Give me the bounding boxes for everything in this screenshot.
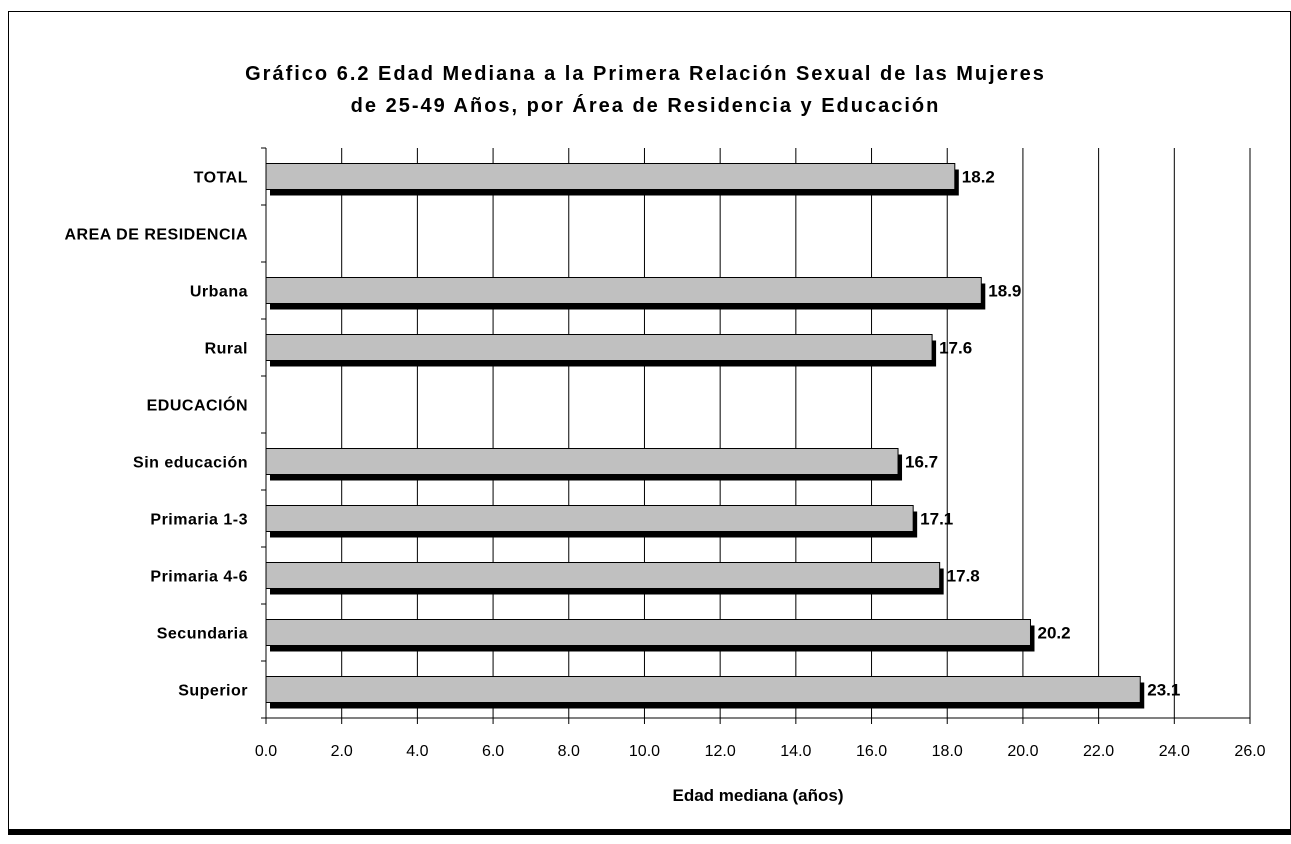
x-tick-label: 22.0 [1083, 743, 1114, 760]
category-label: Rural [205, 341, 248, 358]
category-label: AREA DE RESIDENCIA [64, 227, 248, 244]
x-tick-label: 16.0 [856, 743, 887, 760]
x-tick-label: 0.0 [255, 743, 277, 760]
x-tick-label: 4.0 [406, 743, 428, 760]
bars [265, 163, 1145, 709]
x-tick-label: 2.0 [331, 743, 353, 760]
chart-title: Gráfico 6.2 Edad Mediana a la Primera Re… [0, 58, 1291, 122]
bottom-rule [8, 829, 1291, 835]
bar [265, 277, 982, 304]
bar [265, 334, 933, 361]
value-label: 20.2 [1037, 624, 1070, 643]
x-tick-label: 18.0 [932, 743, 963, 760]
category-label: Primaria 4-6 [150, 569, 248, 586]
category-label: EDUCACIÓN [147, 396, 248, 415]
category-label: Urbana [190, 284, 248, 301]
x-tick-label: 26.0 [1234, 743, 1265, 760]
value-label: 17.8 [947, 567, 980, 586]
category-label: TOTAL [194, 170, 248, 187]
value-label: 18.2 [962, 168, 995, 187]
category-label: Superior [178, 683, 248, 700]
bar [265, 562, 941, 589]
category-label: Sin educación [133, 455, 248, 472]
chart-title-line-1: Gráfico 6.2 Edad Mediana a la Primera Re… [245, 63, 1046, 85]
x-tick-label: 24.0 [1159, 743, 1190, 760]
category-label: Secundaria [157, 626, 248, 643]
value-label: 17.1 [920, 510, 953, 529]
bar [265, 619, 1031, 646]
x-tick-label: 14.0 [780, 743, 811, 760]
labels: 0.0 2.0 4.0 6.0 8.0 10.0 12.0 14.0 16.0 18.0 20.0 2… [64, 168, 1265, 761]
bar [265, 163, 956, 190]
value-label: 16.7 [905, 453, 938, 472]
x-tick-label: 6.0 [482, 743, 504, 760]
bar [265, 448, 899, 475]
value-label: 23.1 [1147, 681, 1180, 700]
chart-title-line-2: de 25-49 Años, por Área de Residencia y … [350, 95, 941, 117]
x-axis-title: Edad mediana (años) [673, 786, 844, 805]
axes [261, 147, 1251, 724]
x-tick-label: 12.0 [705, 743, 736, 760]
bar [265, 676, 1141, 703]
value-label: 18.9 [988, 282, 1021, 301]
category-label: Primaria 1-3 [150, 512, 248, 529]
bar [265, 505, 914, 532]
x-tick-label: 10.0 [629, 743, 660, 760]
x-tick-label: 8.0 [558, 743, 580, 760]
x-tick-label: 20.0 [1007, 743, 1038, 760]
value-label: 17.6 [939, 339, 972, 358]
